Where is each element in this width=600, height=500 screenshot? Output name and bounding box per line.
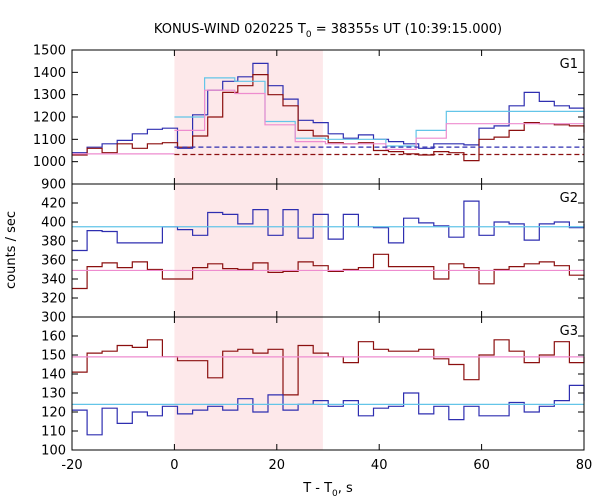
panel-label-G2: G2: [560, 191, 578, 206]
y-tick-label-G3-100: 100: [41, 444, 66, 459]
y-tick-label-G2-360: 360: [41, 254, 66, 269]
x-tick-label-20: 20: [269, 458, 286, 473]
x-axis-label: T - T0, s: [302, 481, 353, 499]
series-G3-blue-1: [72, 384, 585, 436]
y-tick-label-G1-1300: 1300: [33, 88, 66, 103]
y-tick-label-G2-400: 400: [41, 216, 66, 231]
xlabel-text-pre: T - T: [302, 481, 332, 496]
y-tick-label-G2-380: 380: [41, 235, 66, 250]
panel-frame-G3: [71, 316, 585, 451]
y-axis-label: counts / sec: [4, 211, 19, 289]
y-tick-label-G3-110: 110: [41, 425, 66, 440]
x-tick-label-80: 80: [576, 458, 593, 473]
y-tick-label-G3-120: 120: [41, 406, 66, 421]
x-tick-label--20: -20: [61, 458, 82, 473]
y-tick-label-G1-1200: 1200: [33, 111, 66, 126]
y-tick-label-G3-130: 130: [41, 387, 66, 402]
chart-title: KONUS-WIND 020225 T0 = 38355s UT (10:39:…: [154, 22, 502, 40]
panel-label-G3: G3: [560, 324, 578, 339]
y-tick-label-G2-320: 320: [41, 292, 66, 307]
y-tick-label-G1-1100: 1100: [33, 133, 66, 148]
y-tick-label-G3-150: 150: [41, 349, 66, 364]
panel-frame-G2: [71, 183, 585, 318]
series-G1-cyan-2: [174, 77, 584, 147]
x-tick-label-60: 60: [473, 458, 490, 473]
y-tick-label-G3-160: 160: [41, 330, 66, 345]
y-tick-label-G2-420: 420: [41, 197, 66, 212]
y-tick-label-G2-300: 300: [41, 311, 66, 326]
x-tick-label-40: 40: [371, 458, 388, 473]
title-text-pre: KONUS-WIND 020225 T: [154, 22, 306, 37]
panel-label-G1: G1: [560, 57, 578, 72]
series-G1-red-1: [72, 74, 585, 162]
y-tick-label-G1-1400: 1400: [33, 66, 66, 81]
y-tick-label-G1-900: 900: [41, 178, 66, 193]
y-tick-label-G1-1000: 1000: [33, 155, 66, 170]
xlabel-text-sub: 0: [332, 489, 338, 499]
series-G3-red-0: [72, 339, 585, 396]
series-G2-blue-0: [72, 200, 585, 252]
title-text-post: = 38355s UT (10:39:15.000): [312, 22, 502, 37]
title-text-sub: 0: [306, 30, 312, 40]
xlabel-text-post: , s: [338, 481, 353, 496]
series-G1-pink-3: [174, 89, 584, 150]
y-tick-label-G3-140: 140: [41, 368, 66, 383]
highlight-band: [174, 50, 323, 450]
series-G2-red-1: [72, 253, 585, 290]
series-G1-blue-0: [72, 62, 585, 154]
y-tick-label-G1-1500: 1500: [33, 44, 66, 59]
y-tick-label-G2-340: 340: [41, 273, 66, 288]
panel-frame-G1: [71, 49, 585, 185]
x-tick-label-0: 0: [170, 458, 178, 473]
